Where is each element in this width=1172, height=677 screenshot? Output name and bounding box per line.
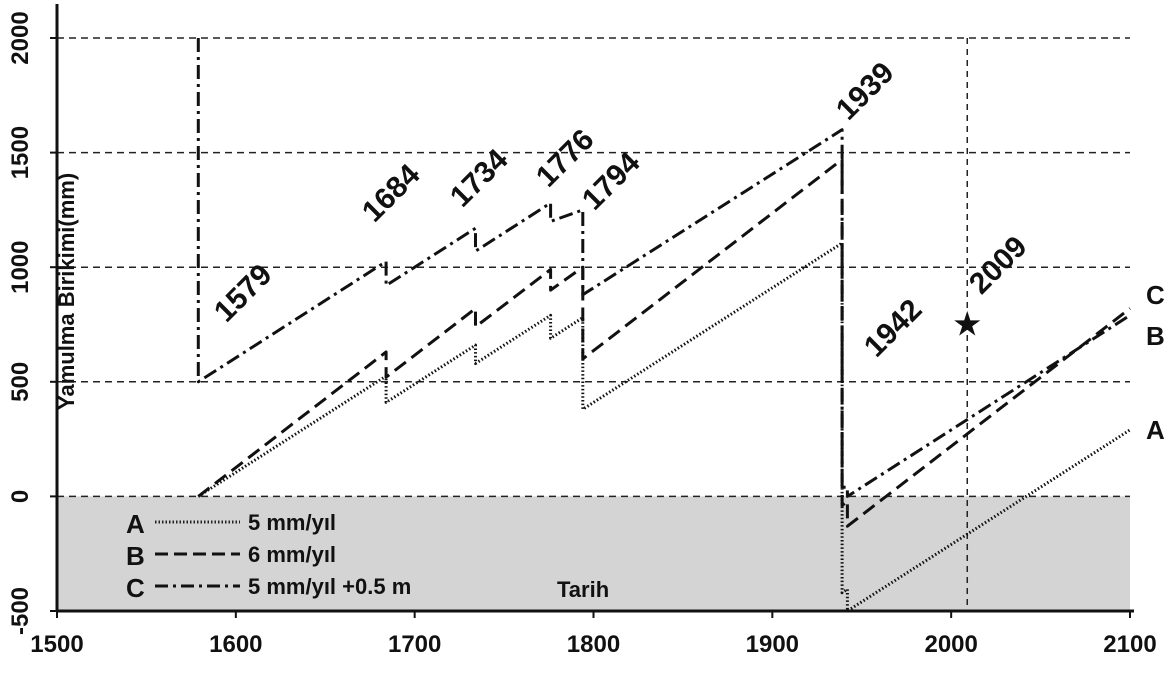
y-tick-label: 1000	[7, 241, 34, 294]
legend-key-c: C	[126, 573, 145, 603]
grid	[57, 37, 1130, 498]
series-end-label-a: A	[1146, 415, 1165, 445]
y-tick-labels: -500 0 500 1000 1500 2000	[7, 11, 57, 635]
series-end-label-c: C	[1146, 280, 1165, 310]
series-group	[196, 38, 1131, 613]
series-line-c	[196, 38, 1131, 498]
legend-label-c: 5 mm/yıl +0.5 m	[248, 574, 411, 599]
x-tick-label: 2100	[1103, 631, 1156, 658]
star-label: 2009	[963, 230, 1034, 301]
series-line-b	[197, 158, 1131, 528]
legend: A 5 mm/yıl B 6 mm/yıl C 5 mm/yıl +0.5 m	[126, 509, 411, 603]
y-axis-label: Yamulma Birikimi(mm)	[54, 173, 79, 410]
x-tick-label: 1900	[746, 631, 799, 658]
y-tick-label: 0	[7, 490, 34, 503]
y-tick-label: 1500	[7, 126, 34, 179]
y-tick-label: 500	[7, 362, 34, 402]
event-label-1734: 1734	[444, 143, 515, 214]
series-line-a	[197, 241, 1131, 613]
x-tick-label: 1500	[30, 631, 83, 658]
x-tick-label: 1800	[567, 631, 620, 658]
x-tick-label: 1700	[388, 631, 441, 658]
series-end-label-b: B	[1146, 321, 1165, 351]
star-icon: ★	[952, 306, 982, 344]
x-tick-label: 1600	[209, 631, 262, 658]
x-axis-label: Tarih	[557, 577, 609, 602]
event-label-1942: 1942	[858, 293, 929, 364]
legend-key-b: B	[126, 541, 145, 571]
x-tick-label: 2000	[924, 631, 977, 658]
event-label-1684: 1684	[356, 158, 427, 229]
event-label-1579: 1579	[208, 258, 279, 329]
legend-label-a: 5 mm/yıl	[248, 510, 336, 535]
x-tick-labels: 1500 1600 1700 1800 1900 2000 2100	[30, 611, 1157, 658]
legend-label-b: 6 mm/yıl	[248, 542, 336, 567]
legend-key-a: A	[126, 509, 145, 539]
y-tick-label: 2000	[7, 11, 34, 64]
event-label-1939: 1939	[830, 56, 901, 127]
y-tick-label: -500	[7, 587, 34, 635]
